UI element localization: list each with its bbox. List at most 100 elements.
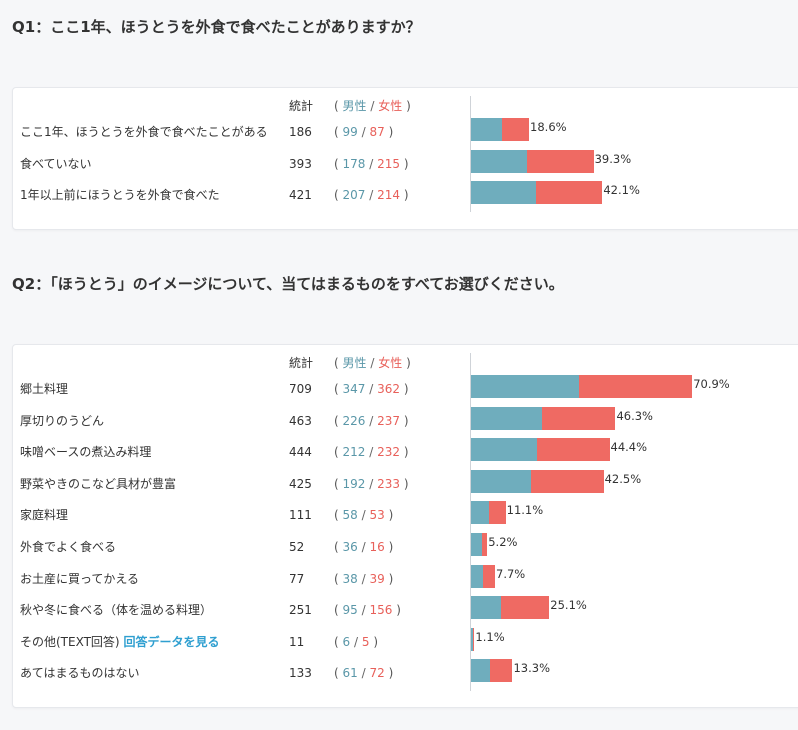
- female-count: 362: [377, 382, 401, 396]
- table-row: 外食でよく食べる 52 ( 36 / 16 ) 5.2%: [13, 533, 798, 557]
- stacked-bar: [471, 375, 693, 398]
- bar-percent-label: 42.1%: [603, 183, 640, 197]
- male-count: 61: [342, 666, 358, 681]
- bar-segment-male: [471, 406, 542, 430]
- table-row: あてはまるものはない 133 ( 61 / 72 ) 13.3%: [13, 659, 798, 683]
- bar-segment-male: [471, 533, 483, 556]
- bar-percent-label: 25.1%: [550, 598, 587, 613]
- bar-percent-label: 11.1%: [506, 503, 544, 518]
- male-count: 347: [342, 382, 366, 396]
- bar-segment-female: [472, 627, 475, 651]
- male-count: 38: [342, 571, 358, 586]
- row-gender-breakdown: ( 207 / 214 ): [334, 188, 409, 202]
- female-count: 39: [369, 571, 385, 586]
- q2-title: Q2：「ほうとう」のイメージについて、当てはまるものをすべてお選びください。: [12, 275, 564, 293]
- row-gender-breakdown: ( 6 / 5 ): [334, 634, 379, 649]
- bar-segment-male: [471, 438, 538, 462]
- bar-segment-female: [490, 659, 513, 683]
- stacked-bar: [471, 596, 550, 620]
- female-header: 女性: [378, 356, 403, 370]
- total-header: 統計: [289, 356, 314, 370]
- row-gender-breakdown: ( 61 / 72 ): [334, 666, 394, 681]
- view-answers-link[interactable]: 回答データを見る: [123, 634, 220, 649]
- female-count: 237: [377, 413, 401, 428]
- row-label: 野菜やきのこなど具材が豊富: [20, 476, 177, 491]
- row-gender-breakdown: ( 192 / 233 ): [334, 476, 409, 491]
- stacked-bar: [471, 406, 616, 430]
- row-total: 111: [289, 508, 312, 523]
- stacked-bar: [471, 501, 506, 525]
- table-row: 郷土料理 709 ( 347 / 362 ) 70.9%: [13, 375, 798, 399]
- bar-percent-label: 46.3%: [616, 408, 653, 423]
- q1-axis: [470, 96, 471, 212]
- bar-segment-female: [537, 438, 610, 462]
- bar-segment-male: [471, 501, 490, 525]
- bar-percent-label: 44.4%: [610, 440, 648, 455]
- male-count: 212: [342, 445, 366, 460]
- female-count: 156: [369, 603, 393, 618]
- bar-segment-female: [489, 501, 506, 525]
- q2-header: 統計 ( 男性 / 女性 ): [13, 353, 798, 373]
- stacked-bar: [471, 438, 610, 462]
- row-total: 463: [289, 413, 312, 428]
- male-count: 99: [342, 125, 358, 139]
- q1-title: Q1：ここ1年、ほうとうを外食で食べたことがありますか？: [12, 18, 421, 36]
- row-total: 393: [289, 156, 312, 171]
- female-count: 214: [377, 188, 401, 202]
- female-count: 53: [369, 508, 385, 523]
- female-header: 女性: [378, 99, 403, 113]
- female-count: 215: [377, 156, 401, 171]
- female-count: 72: [369, 666, 385, 681]
- stacked-bar: [471, 469, 604, 493]
- table-row: 1年以上前にほうとうを外食で食べた 421 ( 207 / 214 ) 42.1%: [13, 181, 798, 205]
- male-count: 58: [342, 508, 358, 523]
- row-total: 444: [289, 445, 312, 460]
- bar-segment-male: [471, 149, 527, 173]
- row-gender-breakdown: ( 178 / 215 ): [334, 156, 409, 171]
- bar-segment-male: [471, 118, 502, 141]
- row-gender-breakdown: ( 36 / 16 ): [334, 540, 394, 554]
- stacked-bar: [471, 181, 603, 204]
- row-label: 外食でよく食べる: [20, 540, 117, 554]
- row-gender-breakdown: ( 226 / 237 ): [334, 413, 409, 428]
- row-total: 186: [289, 125, 312, 139]
- stacked-bar: [471, 149, 594, 173]
- table-row: 食べていない 393 ( 178 / 215 ) 39.3%: [13, 149, 798, 174]
- bar-segment-male: [471, 564, 483, 588]
- male-count: 6: [342, 634, 351, 649]
- table-row: ここ1年、ほうとうを外食で食べたことがある 186 ( 99 / 87 ) 18.6%: [13, 118, 798, 142]
- row-gender-breakdown: ( 58 / 53 ): [334, 508, 394, 523]
- bar-segment-male: [471, 469, 531, 493]
- bar-percent-label: 7.7%: [496, 566, 526, 581]
- bar-segment-female: [526, 149, 594, 173]
- bar-segment-female: [482, 564, 495, 588]
- female-count: 87: [369, 125, 385, 139]
- q2-axis: [470, 353, 471, 691]
- table-row: 家庭料理 111 ( 58 / 53 ) 11.1%: [13, 501, 798, 525]
- table-row: 秋や冬に食べる（体を温める料理） 251 ( 95 / 156 ) 25.1%: [13, 596, 798, 620]
- bar-segment-male: [471, 659, 491, 683]
- male-header: 男性: [342, 356, 367, 370]
- bar-segment-male: [471, 627, 473, 651]
- bar-percent-label: 18.6%: [530, 120, 567, 134]
- stacked-bar: [471, 659, 513, 683]
- row-label: 味噌ベースの煮込み料理: [20, 445, 152, 460]
- bar-percent-label: 1.1%: [475, 629, 505, 644]
- total-header: 統計: [289, 99, 314, 113]
- male-count: 178: [342, 156, 366, 171]
- row-total: 421: [289, 188, 312, 202]
- bar-segment-female: [530, 469, 604, 493]
- table-row: 厚切りのうどん 463 ( 226 / 237 ) 46.3%: [13, 406, 798, 431]
- row-label: 1年以上前にほうとうを外食で食べた: [20, 188, 220, 202]
- male-count: 36: [342, 540, 358, 554]
- female-count: 233: [377, 476, 401, 491]
- row-label: 家庭料理: [20, 508, 69, 523]
- bar-percent-label: 39.3%: [594, 151, 632, 166]
- row-total: 425: [289, 476, 312, 491]
- bar-percent-label: 13.3%: [513, 661, 551, 676]
- female-count: 5: [361, 634, 370, 649]
- female-count: 232: [377, 445, 401, 460]
- bar-segment-female: [541, 406, 616, 430]
- female-count: 16: [369, 540, 385, 554]
- row-total: 133: [289, 666, 312, 681]
